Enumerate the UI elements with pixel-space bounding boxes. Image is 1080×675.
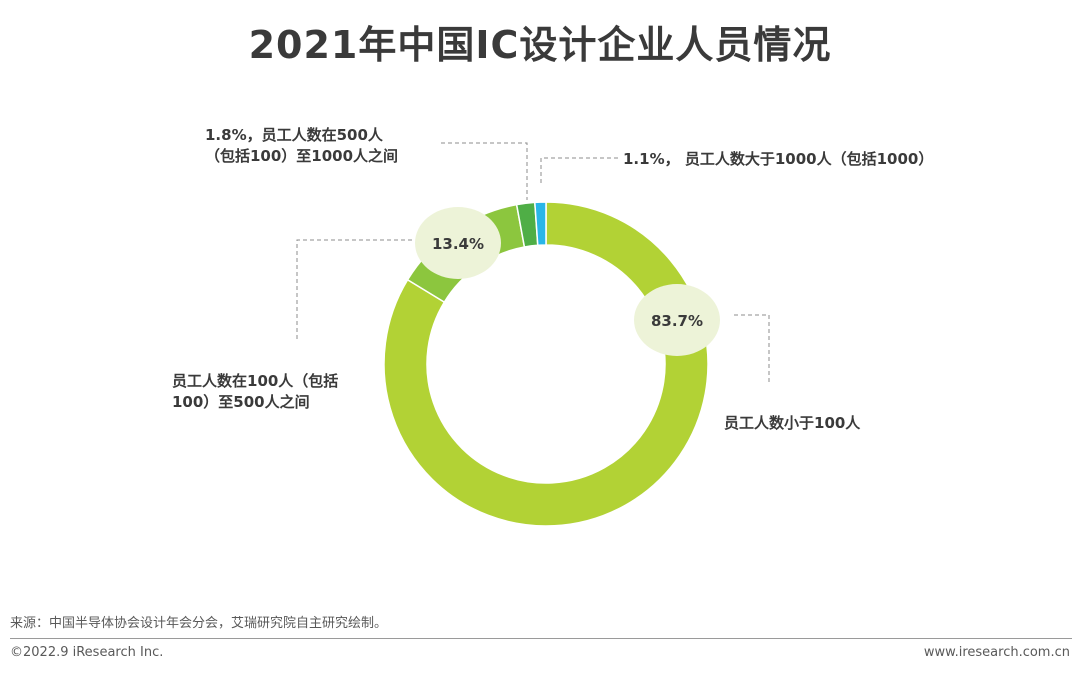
category-label-1: 员工人数在100人（包括 100）至500人之间 [172,372,338,411]
category-label-2: 1.8%，员工人数在500人（包括100）至1000人之间 [205,126,398,165]
source-note: 来源：中国半导体协会设计年会分会，艾瑞研究院自主研究绘制。 [10,616,388,631]
category-label-0: 员工人数小于100人 [724,414,861,432]
donut-chart: 83.7% 13.4% 员工人数小于100人 员工人数在100人（包括 100）至500… [172,126,933,527]
leader-line-2 [441,142,528,200]
donut-slice-0 [383,201,709,527]
donut-slices [383,201,720,527]
copyright-text: ©2022.9 iResearch Inc. [10,645,164,660]
value-label-0: 83.7% [651,312,703,330]
chart-title: 2021年中国IC设计企业人员情况 [248,23,832,67]
category-label-3: 1.1%， 员工人数大于1000人（包括1000） [623,150,933,168]
website-text: www.iresearch.com.cn [923,645,1070,660]
leader-line-0 [734,314,770,385]
value-bubble-0 [634,284,720,356]
leader-line-3 [540,157,618,183]
value-bubble-1 [415,207,501,279]
footer-divider [10,638,1072,639]
value-label-1: 13.4% [432,235,484,253]
leader-lines [296,142,770,385]
leader-line-1 [296,239,412,340]
slice-labels: 83.7% 13.4% 员工人数小于100人 员工人数在100人（包括 100）至500… [172,126,933,432]
donut-slice-3 [534,201,547,247]
